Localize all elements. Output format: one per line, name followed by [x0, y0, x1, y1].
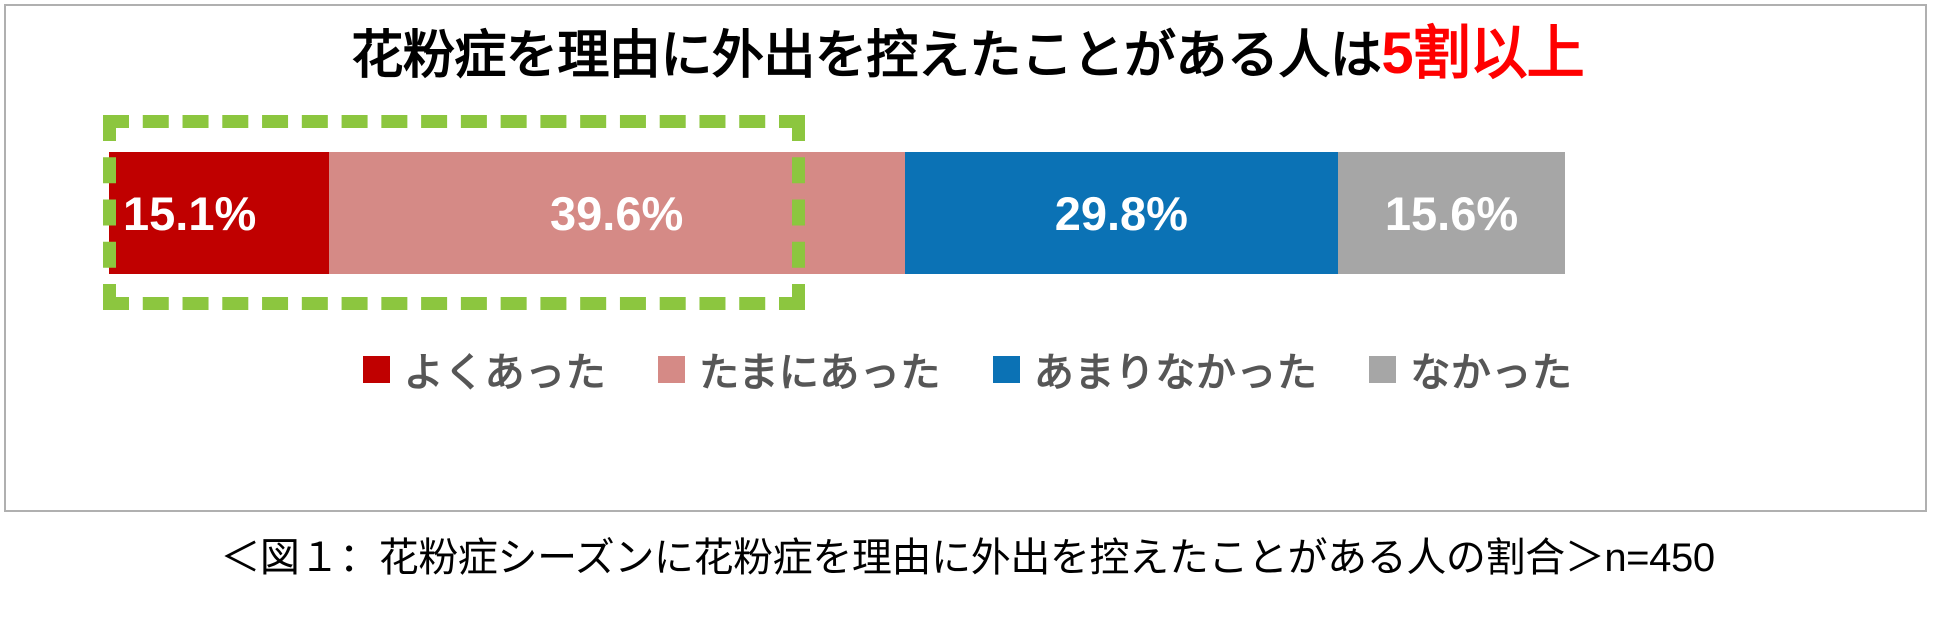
figure-caption: ＜図１：花粉症シーズンに花粉症を理由に外出を控えたことがある人の割合＞n=450 [220, 536, 1715, 580]
legend-item-label: たまにあった [699, 351, 941, 395]
legend-item-amari-nakatta[interactable]: あまりなかった [992, 340, 1318, 398]
bar-segment-nakatta[interactable]: 15.6% [1338, 152, 1565, 274]
page-title-main: 花粉症を理由に外出を控えたことがある人は [351, 27, 1382, 85]
legend-item-label: あまりなかった [1033, 351, 1318, 395]
legend-swatch-icon [992, 355, 1020, 383]
legend-swatch-icon [658, 355, 686, 383]
bar-segment-label: 15.6% [1384, 186, 1519, 240]
legend-item-label: なかった [1410, 351, 1573, 395]
legend-item-label: よくあった [403, 351, 607, 395]
page-title: 花粉症を理由に外出を控えたことがある人は5割以上 [0, 21, 1935, 87]
legend-swatch-icon [362, 355, 390, 383]
legend-swatch-icon [1369, 355, 1397, 383]
chart-legend: よくあった たまにあった あまりなかった なかった [0, 340, 1935, 398]
legend-item-nakatta[interactable]: なかった [1369, 340, 1572, 398]
bar-segment-tamani-atta[interactable]: 39.6% [328, 152, 905, 274]
bar-segment-label: 39.6% [549, 186, 684, 240]
stacked-bar-chart: 15.1% 39.6% 29.8% 15.6% [109, 152, 1565, 274]
legend-item-tamani-atta[interactable]: たまにあった [658, 340, 941, 398]
page-title-accent: 5割以上 [1381, 21, 1584, 86]
bar-segment-label: 15.1% [123, 186, 257, 240]
legend-item-yoku-atta[interactable]: よくあった [362, 340, 607, 398]
bar-segment-label: 29.8% [1054, 186, 1188, 240]
bar-segment-yoku-atta[interactable]: 15.1% [109, 152, 329, 274]
bar-segment-amari-nakatta[interactable]: 29.8% [904, 152, 1339, 274]
